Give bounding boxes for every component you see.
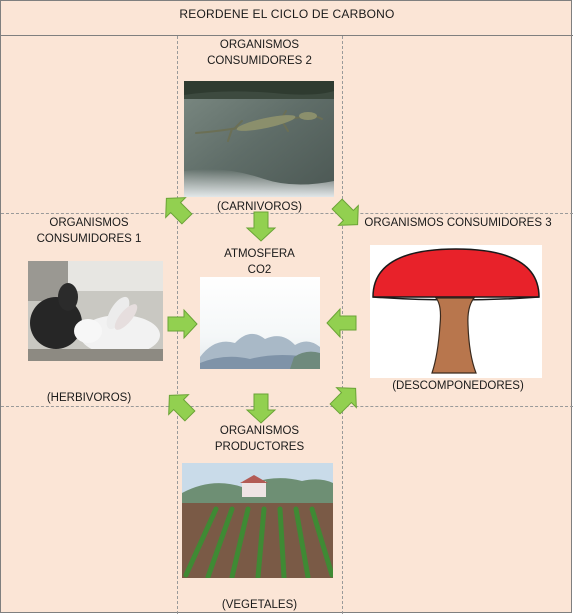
arrow-up-right-to-consumers3[interactable] <box>328 382 362 416</box>
arrow-down-from-atmosphere[interactable] <box>244 391 278 425</box>
grid-line-horizontal-bottom <box>1 406 573 407</box>
crop-field-photo[interactable] <box>182 463 333 578</box>
consumers2-label: ORGANISMOS CONSUMIDORES 2 <box>177 37 342 69</box>
arrow-left-to-atmosphere-right[interactable] <box>325 306 359 340</box>
atmosphere-label: ATMOSFERA CO2 <box>177 246 342 278</box>
consumers2-label-line2: CONSUMIDORES 2 <box>207 55 312 67</box>
page-title: REORDENE EL CICLO DE CARBONO <box>179 7 395 21</box>
mushroom-drawing[interactable] <box>370 245 542 378</box>
consumers2-label-line1: ORGANISMOS <box>219 39 300 51</box>
consumers3-label: ORGANISMOS CONSUMIDORES 3 <box>364 217 552 229</box>
rabbits-photo[interactable] <box>28 261 163 361</box>
consumers3-caption: (DESCOMPONEDORES) <box>392 380 524 392</box>
consumers1-caption: (HERBIVOROS) <box>46 392 132 404</box>
consumers1-label-line1: ORGANISMOS <box>49 217 129 229</box>
arrow-down-right-to-consumers3[interactable] <box>330 197 364 231</box>
arrow-down-left-to-consumers1[interactable] <box>163 389 197 423</box>
consumers2-caption: (CARNIVOROS) <box>217 201 302 213</box>
sky-mountains-photo[interactable] <box>200 277 320 369</box>
producers-label: ORGANISMOS PRODUCTORES <box>177 423 342 455</box>
consumers1-label: ORGANISMOS CONSUMIDORES 1 <box>1 215 177 247</box>
atmosphere-label-line1: ATMOSFERA <box>224 248 295 260</box>
atmosphere-label-line2: CO2 <box>247 264 272 276</box>
producers-caption: (VEGETALES) <box>221 599 298 611</box>
producers-label-line2: PRODUCTORES <box>214 441 305 453</box>
arrow-right-to-atmosphere-left[interactable] <box>165 307 199 341</box>
title-bar: REORDENE EL CICLO DE CARBONO <box>1 1 573 36</box>
arrow-up-left-to-consumers2[interactable] <box>160 192 194 226</box>
producers-label-line1: ORGANISMOS <box>219 425 300 437</box>
lizard-photo[interactable] <box>184 81 334 197</box>
grid-line-horizontal-top <box>1 213 573 214</box>
consumers1-label-line2: CONSUMIDORES 1 <box>36 233 142 245</box>
arrow-down-to-atmosphere-top[interactable] <box>244 209 278 243</box>
